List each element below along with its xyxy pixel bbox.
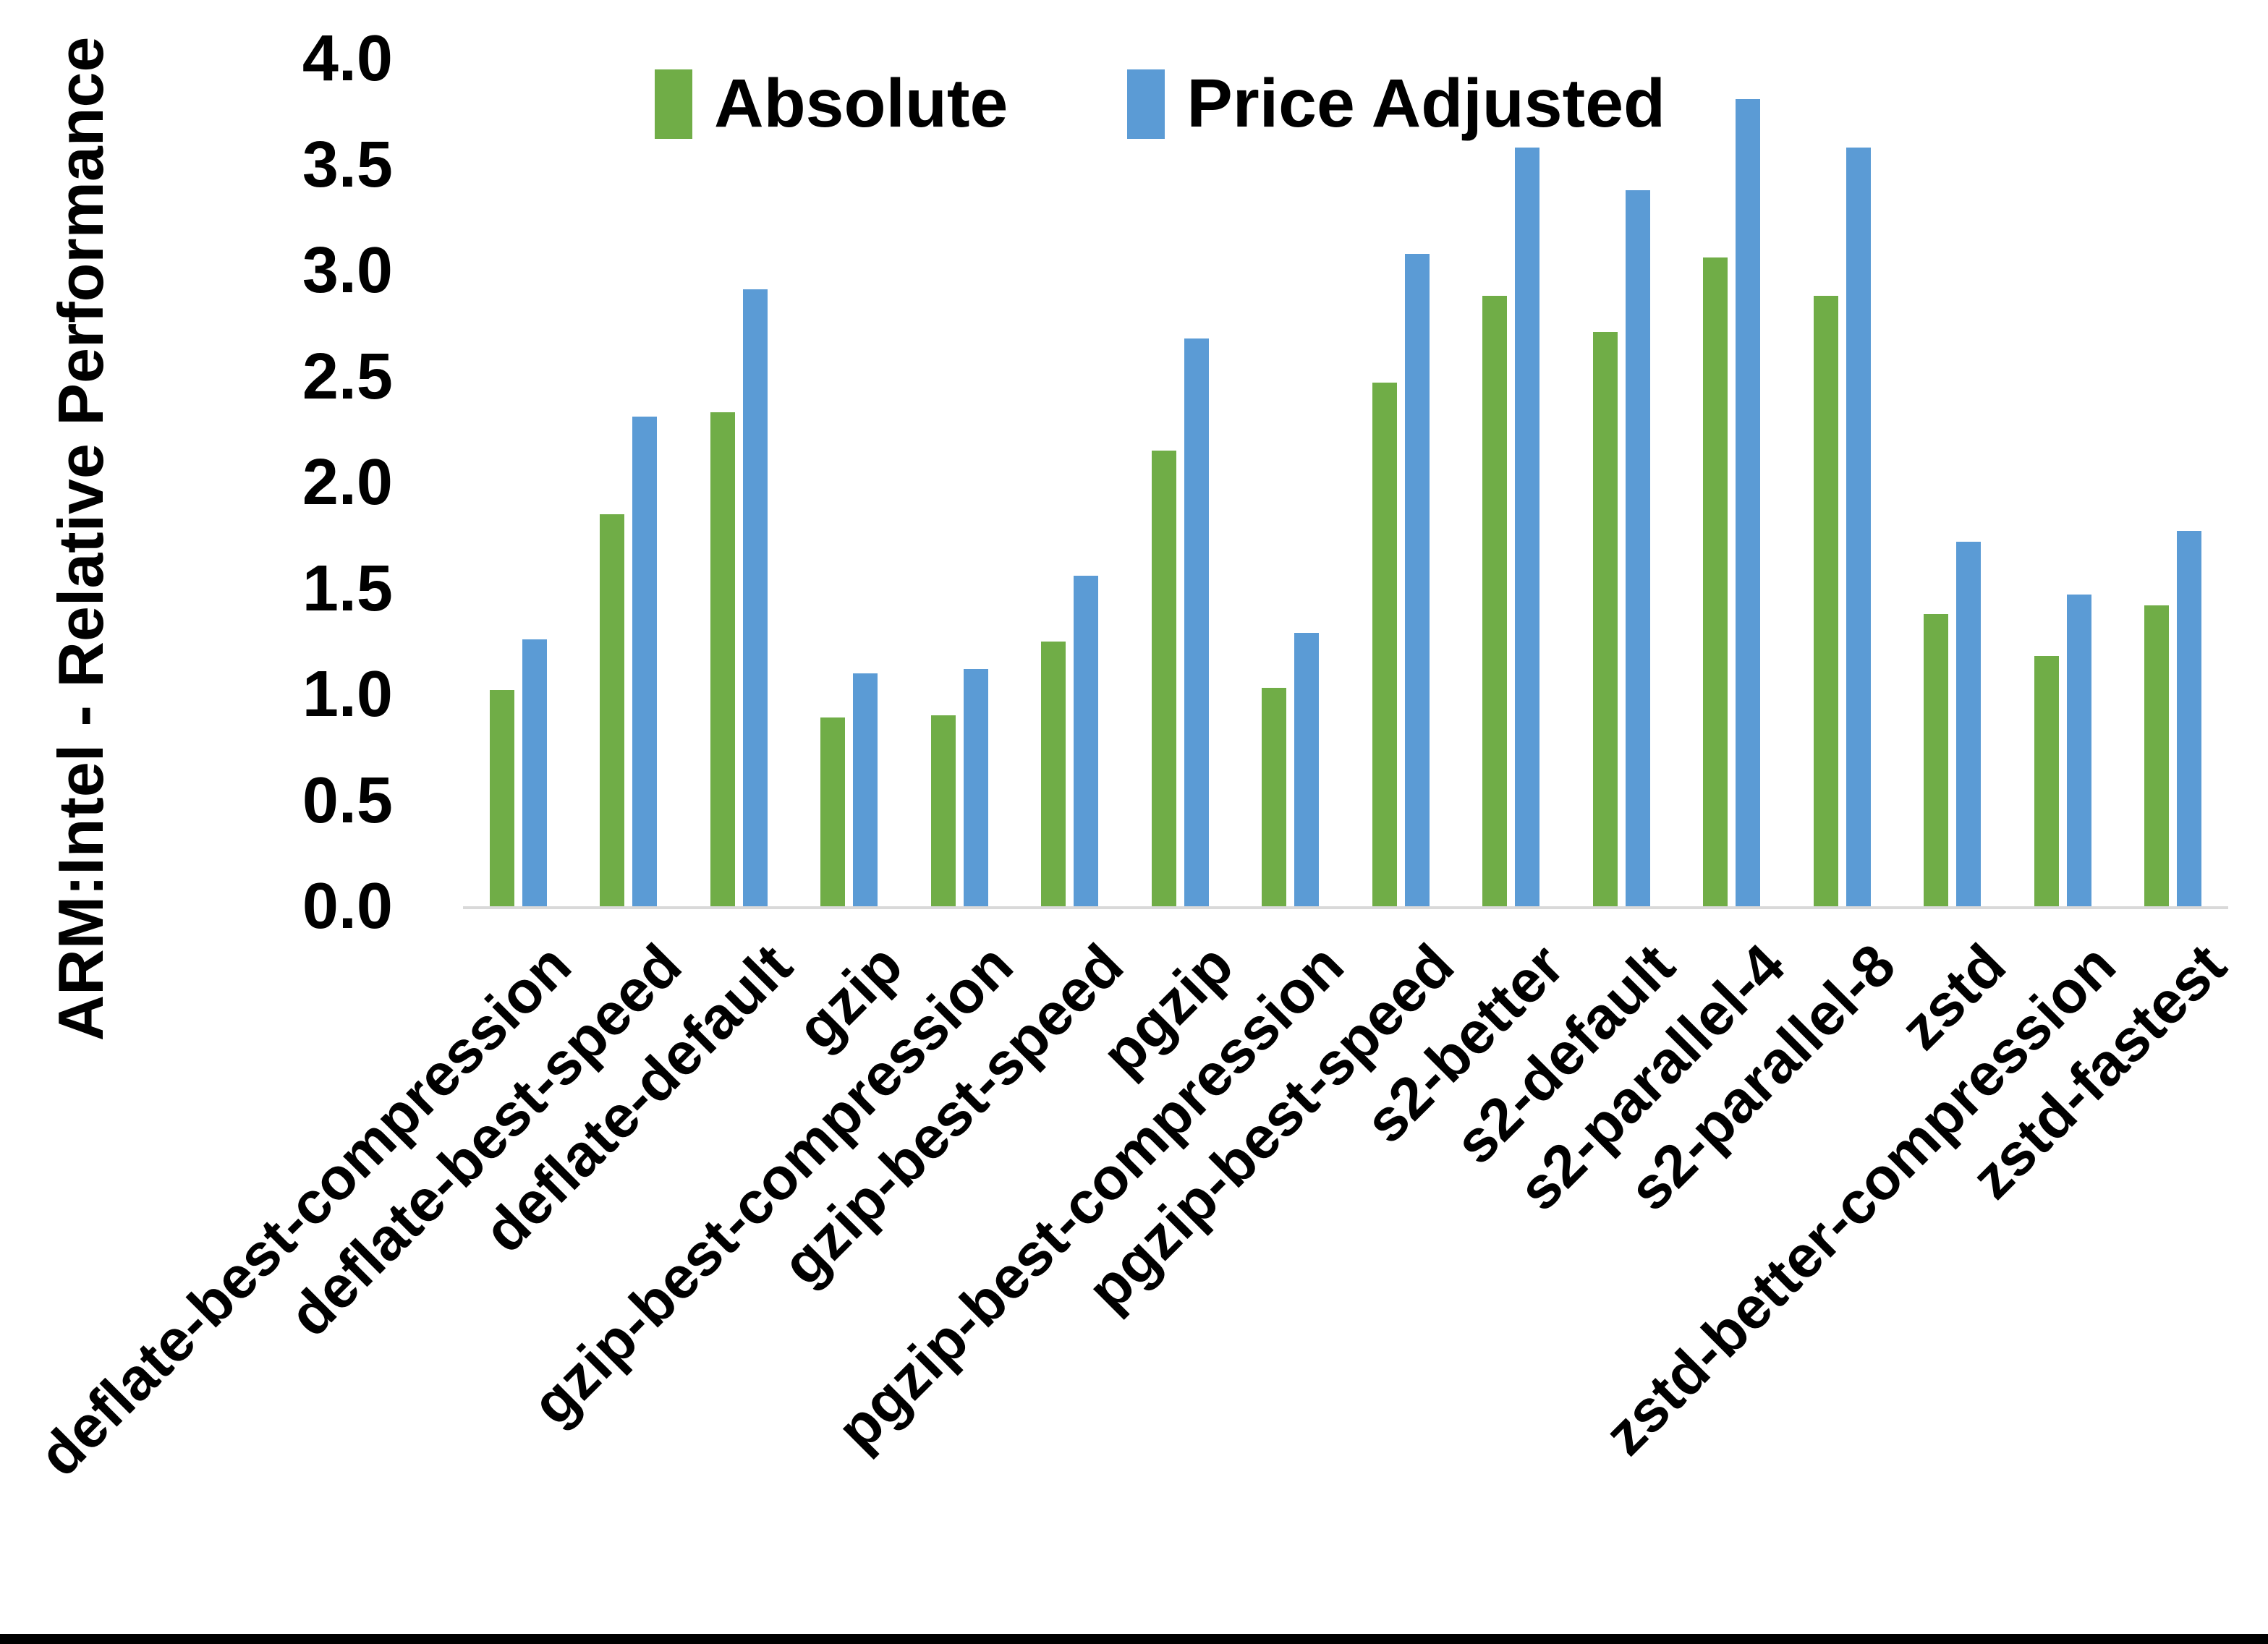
- legend-item-price-adjusted: Price Adjusted: [1127, 69, 1665, 139]
- bar-group-pgzip: [1125, 59, 1236, 906]
- bar-group-zstd-fastest: [2118, 59, 2229, 906]
- bar-absolute: [1262, 688, 1287, 906]
- legend-item-absolute: Absolute: [655, 69, 1008, 139]
- bar-price-adjusted: [632, 417, 658, 906]
- bar-price-adjusted: [1515, 148, 1540, 906]
- bar-group-gzip: [794, 59, 905, 906]
- bar-absolute: [710, 412, 735, 906]
- bar-absolute: [1372, 383, 1397, 906]
- y-tick-label: 0.5: [302, 764, 393, 837]
- bar-absolute: [1151, 451, 1176, 906]
- bar-price-adjusted: [1294, 633, 1320, 906]
- bar-absolute: [489, 690, 514, 906]
- bar-price-adjusted: [1184, 338, 1209, 906]
- bar-group-deflate-best-speed: [574, 59, 684, 906]
- bar-group-pgzip-best-compression: [1236, 59, 1346, 906]
- bar-absolute: [1592, 332, 1618, 906]
- legend-label: Absolute: [714, 65, 1008, 142]
- legend-swatch-price-adjusted: [1127, 69, 1165, 139]
- bar-price-adjusted: [2177, 531, 2202, 906]
- bar-group-deflate-best-compression: [463, 59, 574, 906]
- bar-group-zstd: [1898, 59, 2008, 906]
- bar-absolute: [1924, 614, 1949, 906]
- bar-group-pgzip-best-speed: [1346, 59, 1456, 906]
- bar-price-adjusted: [2066, 595, 2091, 906]
- bar-price-adjusted: [1625, 190, 1650, 906]
- y-tick-label: 2.0: [302, 446, 393, 519]
- bar-price-adjusted: [963, 669, 988, 906]
- legend-label: Price Adjusted: [1186, 65, 1666, 142]
- bar-price-adjusted: [1736, 99, 1761, 906]
- bar-absolute: [2034, 656, 2059, 906]
- legend: Absolute Price Adjusted: [655, 69, 1665, 139]
- y-tick-label: 3.5: [302, 128, 393, 201]
- bar-absolute: [930, 715, 956, 906]
- bar-group-s2-parallel-8: [1787, 59, 1898, 906]
- y-tick-label: 4.0: [302, 22, 393, 95]
- bar-group-gzip-best-compression: [904, 59, 1015, 906]
- bar-group-s2-parallel-4: [1677, 59, 1788, 906]
- bar-absolute: [1813, 296, 1838, 906]
- bar-group-zstd-better-compression: [2008, 59, 2118, 906]
- bar-absolute: [1482, 296, 1508, 906]
- y-tick-label: 2.5: [302, 340, 393, 413]
- bar-price-adjusted: [853, 673, 878, 906]
- bar-price-adjusted: [1956, 542, 1982, 906]
- y-tick-label: 0.0: [302, 870, 393, 942]
- bottom-border-rule: [0, 1634, 2268, 1644]
- bar-price-adjusted: [522, 639, 547, 906]
- bar-group-s2-default: [1566, 59, 1677, 906]
- bar-price-adjusted: [1074, 576, 1099, 906]
- bar-price-adjusted: [742, 289, 768, 906]
- bar-group-s2-better: [1456, 59, 1567, 906]
- bar-price-adjusted: [1846, 148, 1871, 906]
- bar-absolute: [820, 717, 846, 906]
- y-tick-label: 1.5: [302, 552, 393, 625]
- y-axis-title: ARM:Intel - Relative Performance: [45, 36, 116, 1042]
- legend-swatch-absolute: [655, 69, 692, 139]
- y-tick-label: 1.0: [302, 658, 393, 731]
- plot-area: [463, 59, 2228, 909]
- y-tick-label: 3.0: [302, 234, 393, 307]
- bar-absolute: [2144, 605, 2170, 906]
- bar-absolute: [600, 514, 625, 906]
- bar-price-adjusted: [1404, 254, 1430, 906]
- bar-absolute: [1041, 642, 1066, 906]
- bar-group-deflate-default: [684, 59, 794, 906]
- bar-absolute: [1703, 257, 1728, 906]
- bar-group-gzip-best-speed: [1015, 59, 1126, 906]
